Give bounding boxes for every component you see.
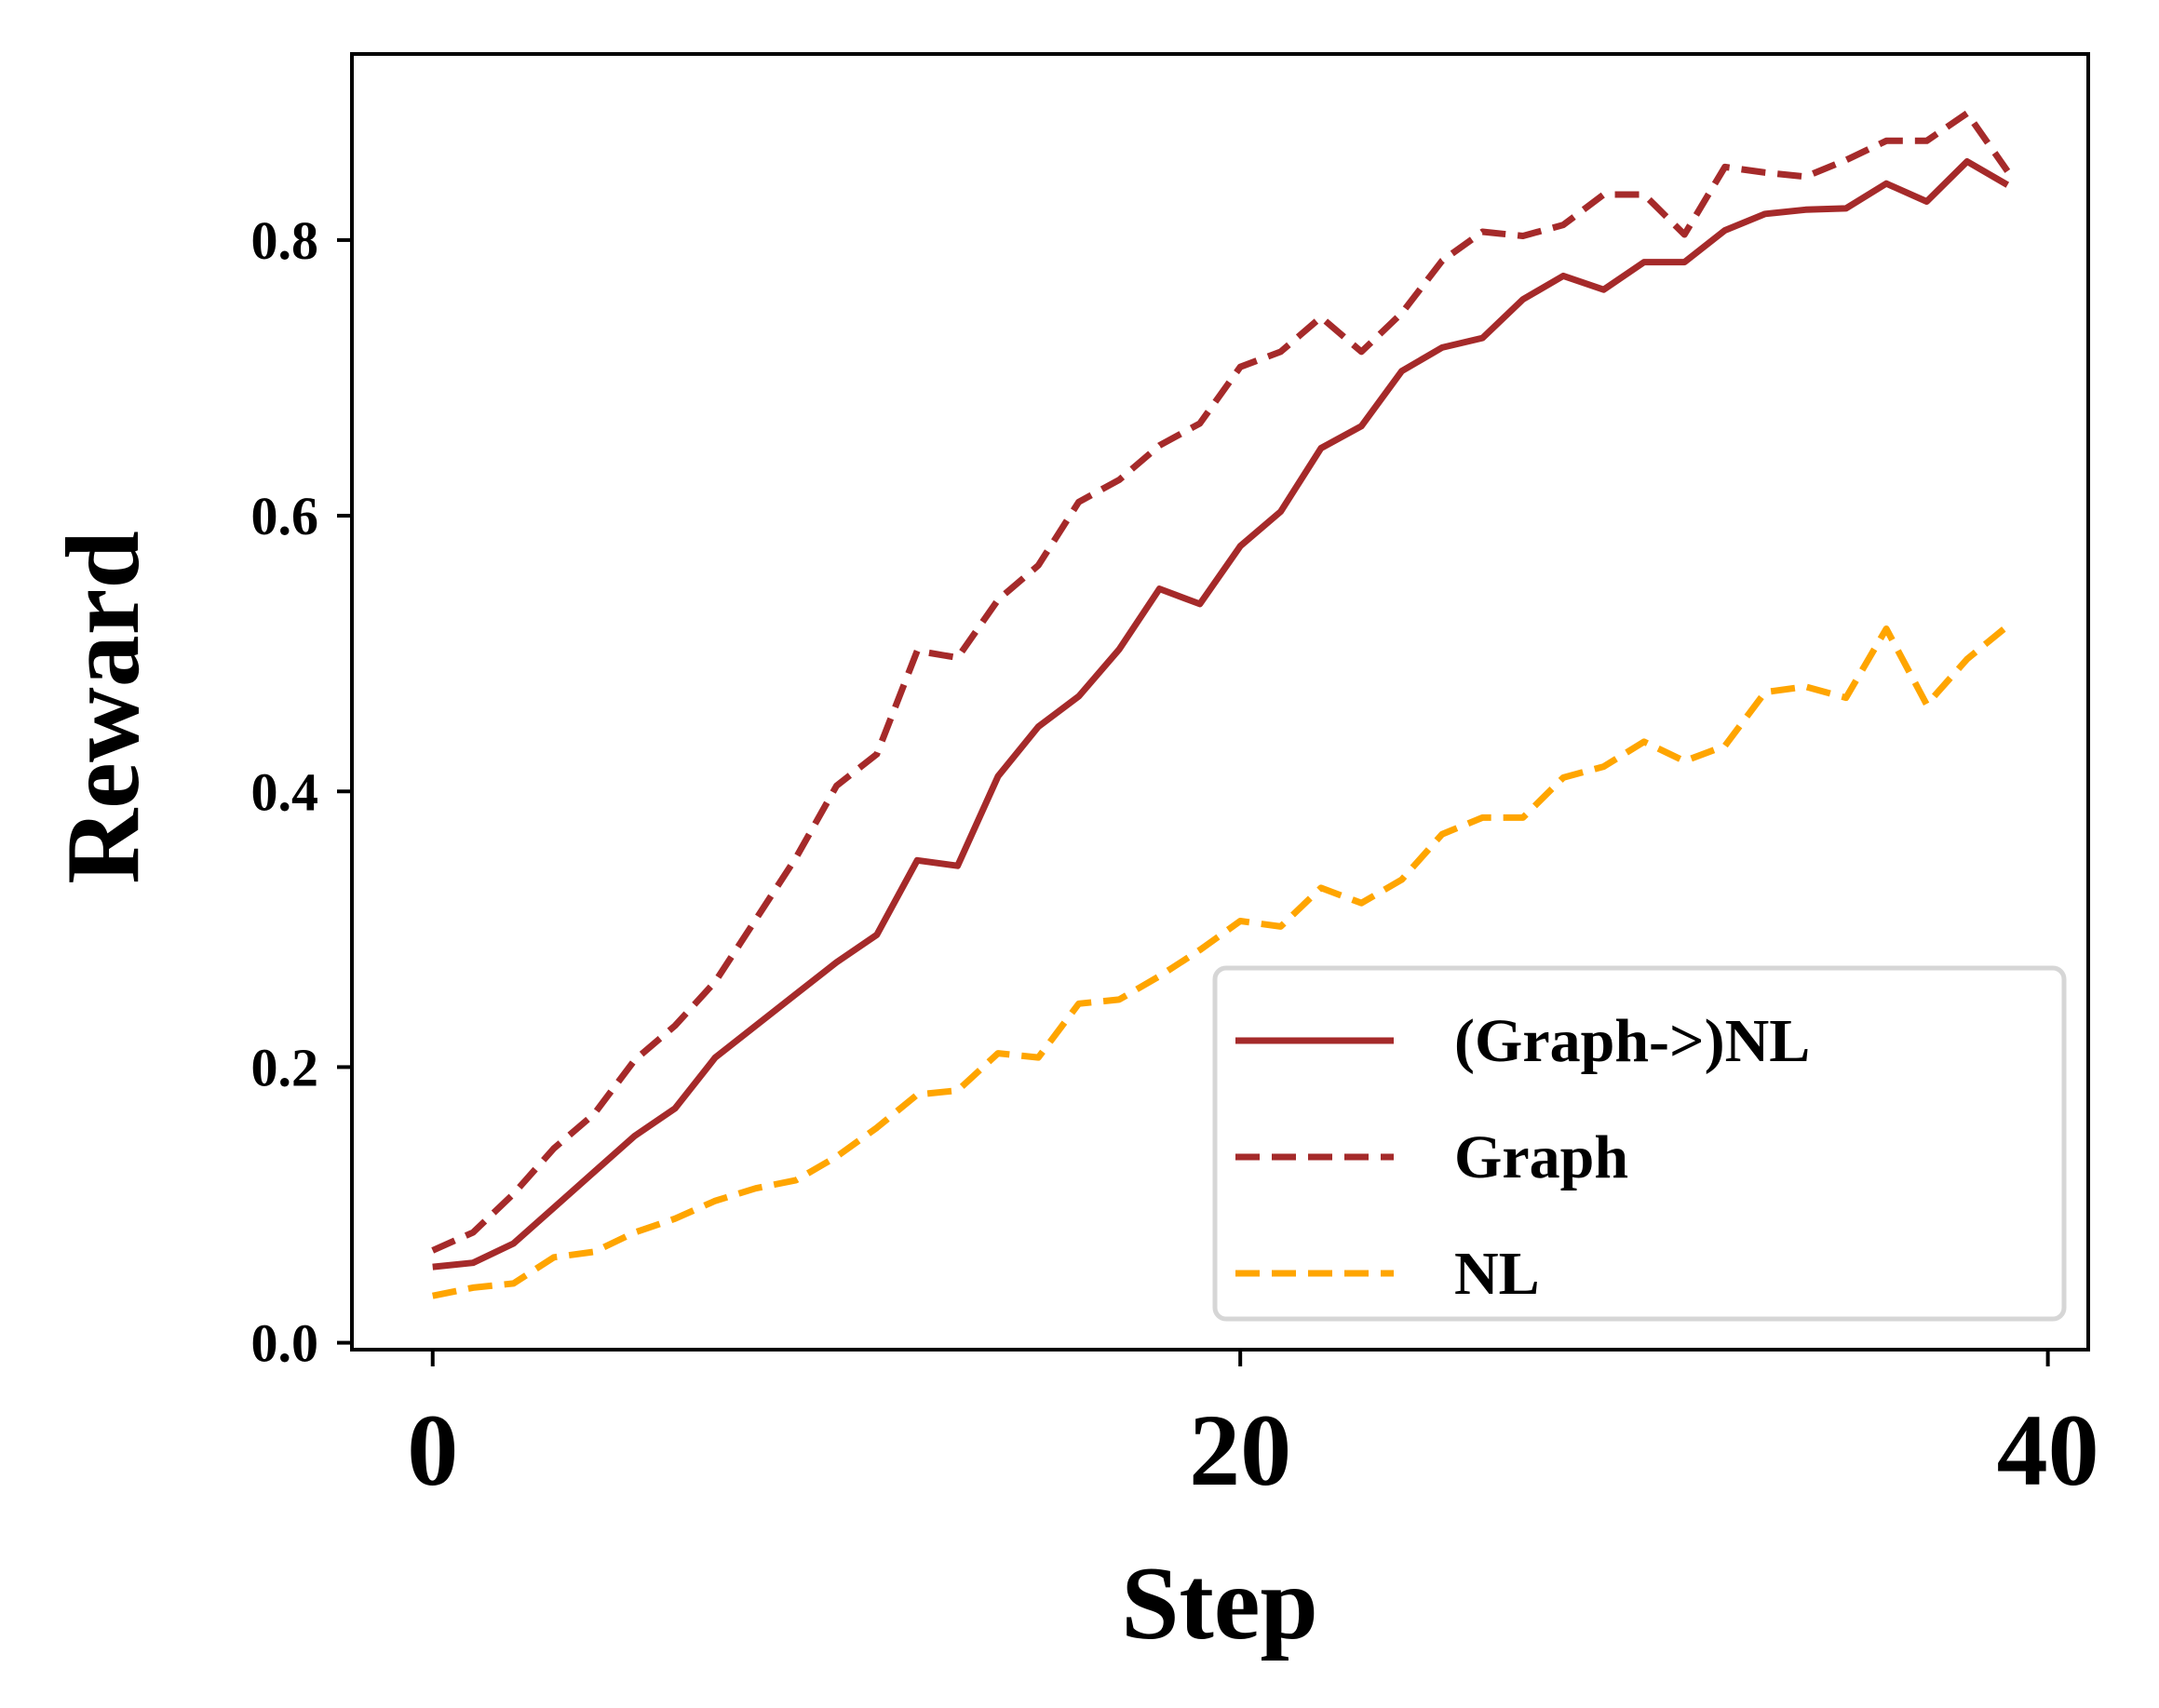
y-tick-label: 0.8	[251, 210, 319, 271]
x-tick-label: 20	[1189, 1393, 1291, 1507]
x-axis-label: Step	[1121, 1546, 1318, 1661]
y-tick-label: 0.4	[251, 761, 319, 822]
x-tick-label: 40	[1997, 1393, 2099, 1507]
axes-frame	[350, 52, 2090, 1352]
y-axis-label: Reward	[46, 531, 161, 883]
series-line-graph	[431, 110, 2011, 1254]
legend-label: (Graph->)NL	[1454, 1007, 1810, 1075]
legend: (Graph->)NL Graph NL	[1212, 965, 2067, 1322]
y-tick-label: 0.6	[251, 486, 319, 546]
y-tick-label: 0.2	[251, 1037, 319, 1097]
series-layer	[431, 110, 2011, 1299]
y-tick-label: 0.0	[251, 1313, 319, 1374]
axes-layer: 0.0 0.2 0.4 0.6 0.8 0 20 40	[251, 52, 2099, 1507]
series-line-graph-nl	[432, 158, 2010, 1271]
legend-box	[1212, 965, 2067, 1322]
x-tick-label: 0	[407, 1393, 458, 1507]
legend-label: Graph	[1454, 1123, 1628, 1191]
legend-label: NL	[1454, 1240, 1540, 1308]
